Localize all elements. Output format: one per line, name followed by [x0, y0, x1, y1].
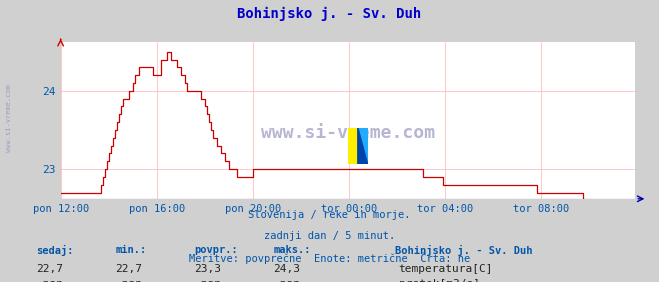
Polygon shape [358, 128, 368, 164]
Text: min.:: min.: [115, 245, 146, 255]
Text: -nan: -nan [36, 279, 63, 282]
Text: temperatura[C]: temperatura[C] [399, 264, 493, 274]
Text: Bohinjsko j. - Sv. Duh: Bohinjsko j. - Sv. Duh [395, 245, 533, 256]
Text: pretok[m3/s]: pretok[m3/s] [399, 279, 480, 282]
Text: 22,7: 22,7 [115, 264, 142, 274]
Text: www.si-vreme.com: www.si-vreme.com [5, 84, 12, 153]
Text: 22,7: 22,7 [36, 264, 63, 274]
Text: 23,3: 23,3 [194, 264, 221, 274]
Text: -nan: -nan [115, 279, 142, 282]
Text: Bohinjsko j. - Sv. Duh: Bohinjsko j. - Sv. Duh [237, 7, 422, 21]
Text: -nan: -nan [194, 279, 221, 282]
Text: maks.:: maks.: [273, 245, 311, 255]
Text: Meritve: povprečne  Enote: metrične  Črta: ne: Meritve: povprečne Enote: metrične Črta:… [189, 252, 470, 265]
Text: povpr.:: povpr.: [194, 245, 238, 255]
Text: 24,3: 24,3 [273, 264, 301, 274]
Text: sedaj:: sedaj: [36, 245, 74, 256]
Bar [358, 128, 368, 164]
Text: www.si-vreme.com: www.si-vreme.com [261, 124, 435, 142]
Text: -nan: -nan [273, 279, 301, 282]
Text: Slovenija / reke in morje.: Slovenija / reke in morje. [248, 210, 411, 220]
Text: zadnji dan / 5 minut.: zadnji dan / 5 minut. [264, 231, 395, 241]
Bar [348, 128, 358, 164]
